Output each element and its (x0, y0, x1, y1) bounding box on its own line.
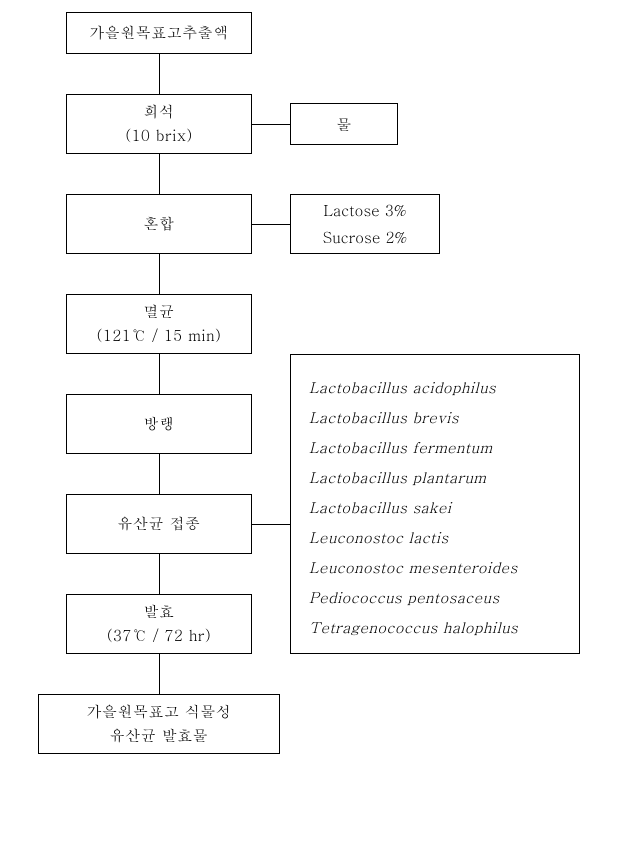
connector-line (159, 554, 160, 594)
species-item: Lactobacillus sakei (309, 493, 561, 523)
node-label: 방랭 (144, 412, 175, 436)
species-item: Lactobacillus plantarum (309, 463, 561, 493)
species-item: Lactobacillus brevis (309, 403, 561, 433)
side-water: 물 (290, 103, 398, 145)
node-label: 유산균 접종 (118, 512, 201, 536)
species-list-box: Lactobacillus acidophilus Lactobacillus … (290, 354, 580, 654)
node-result: 가을원목표고 식물성 유산균 발효물 (38, 694, 280, 754)
node-dilution: 희석 (10 brix) (66, 94, 252, 154)
node-sublabel: (37℃ / 72 hr) (107, 624, 211, 648)
node-sterilize: 멸균 (121℃ / 15 min) (66, 294, 252, 354)
side-sugars: Lactose 3% Sucrose 2% (290, 194, 440, 254)
node-label: 희석 (144, 100, 175, 124)
node-extract: 가을원목표고추출액 (66, 12, 252, 54)
connector-line (159, 354, 160, 394)
side-label: 물 (337, 111, 352, 138)
node-ferment: 발효 (37℃ / 72 hr) (66, 594, 252, 654)
connector-line (159, 254, 160, 294)
node-mix: 혼합 (66, 194, 252, 254)
node-label: 발효 (144, 600, 175, 624)
side-label: Lactose 3% (323, 197, 406, 224)
node-cool: 방랭 (66, 394, 252, 454)
side-label: Sucrose 2% (323, 224, 408, 251)
connector-line (252, 124, 290, 125)
species-item: Leuconostoc lactis (309, 523, 561, 553)
node-label: 혼합 (144, 212, 175, 236)
connector-line (159, 154, 160, 194)
node-sublabel: 유산균 발효물 (110, 724, 209, 748)
connector-line (252, 224, 290, 225)
node-label: 가을원목표고 식물성 (87, 700, 232, 724)
species-item: Lactobacillus acidophilus (309, 373, 561, 403)
connector-line (159, 454, 160, 494)
node-sublabel: (10 brix) (125, 124, 192, 148)
node-label: 멸균 (144, 300, 175, 324)
node-sublabel: (121℃ / 15 min) (97, 324, 222, 348)
connector-line (159, 654, 160, 694)
species-item: Lactobacillus fermentum (309, 433, 561, 463)
species-item: Leuconostoc mesenteroides (309, 553, 561, 583)
connector-line (252, 524, 290, 525)
species-item: Tetragenococcus halophilus (309, 613, 561, 643)
node-label: 가을원목표고추출액 (89, 21, 229, 45)
species-item: Pediococcus pentosaceus (309, 583, 561, 613)
node-inoculate: 유산균 접종 (66, 494, 252, 554)
connector-line (159, 54, 160, 94)
